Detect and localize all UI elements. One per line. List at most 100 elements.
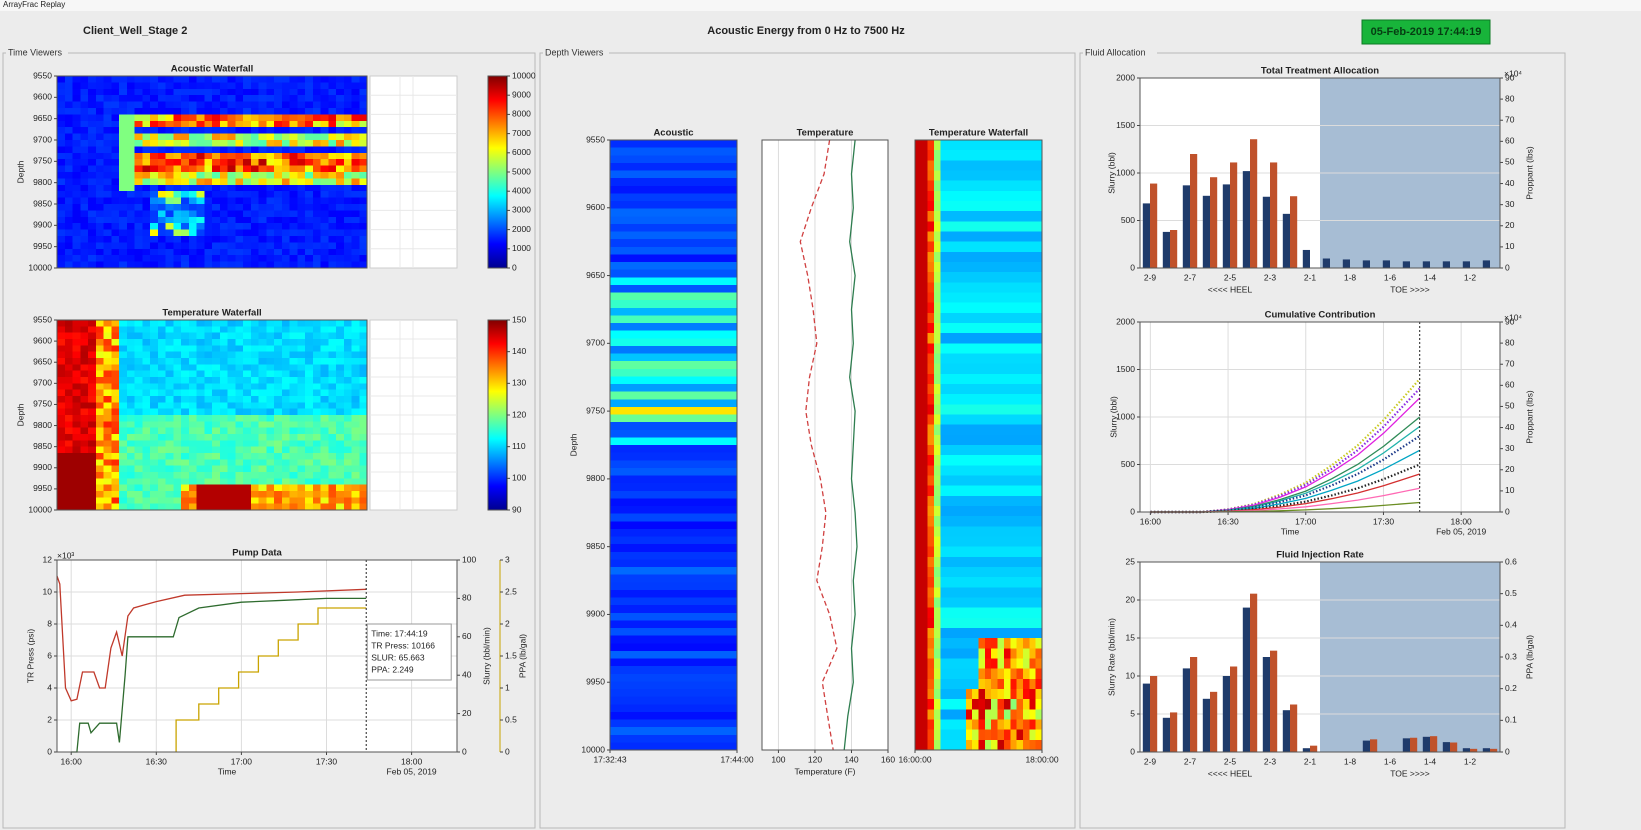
heatmap-cell (1010, 475, 1018, 487)
heatmap-cell (927, 709, 935, 721)
heatmap-cell (150, 197, 159, 205)
heatmap-cell (188, 440, 198, 448)
heatmap-cell (80, 389, 89, 397)
heatmap-cell (181, 248, 190, 256)
heatmap-cell (641, 521, 675, 530)
heatmap-cell (940, 617, 948, 629)
heatmap-cell (95, 95, 105, 103)
heatmap-cell (165, 172, 174, 179)
heatmap-cell (150, 465, 159, 473)
heatmap-cell (243, 396, 252, 403)
heatmap-cell (1016, 475, 1024, 487)
heatmap-cell (126, 465, 136, 473)
heatmap-cell (915, 678, 922, 690)
heatmap-cell (188, 191, 198, 199)
heatmap-cell (328, 465, 337, 473)
heatmap-cell (181, 389, 190, 397)
heatmap-cell (705, 262, 738, 271)
heatmap-cell (927, 495, 935, 507)
heatmap-cell (965, 140, 973, 151)
y-tick-label: 4 (47, 682, 52, 692)
heatmap-cell (88, 434, 97, 441)
heatmap-cell (336, 210, 345, 218)
bar (1402, 738, 1410, 752)
heatmap-cell (921, 424, 929, 436)
heatmap-cell (204, 140, 213, 147)
heatmap-cell (351, 261, 360, 269)
heatmap-cell (72, 320, 81, 327)
heatmap-cell (984, 404, 992, 416)
heatmap-cell (610, 353, 643, 362)
heatmap-cell (126, 108, 136, 115)
heatmap-cell (88, 216, 97, 224)
heatmap-cell (1035, 211, 1043, 222)
heatmap-cell (991, 404, 999, 416)
heatmap-cell (219, 503, 229, 511)
heatmap-cell (181, 503, 190, 511)
heatmap-cell (281, 108, 291, 115)
plot-bg (762, 140, 888, 750)
heatmap-cell (72, 108, 81, 115)
heatmap-cell (227, 197, 236, 205)
bar (1150, 676, 1158, 752)
heatmap-cell (953, 668, 961, 680)
heatmap-cell (1016, 241, 1024, 253)
heatmap-cell (328, 223, 337, 231)
heatmap-cell (1003, 689, 1011, 700)
heatmap-cell (88, 191, 97, 199)
heatmap-cell (673, 307, 706, 316)
heatmap-cell (705, 170, 738, 179)
heatmap-cell (196, 229, 205, 237)
heatmap-cell (258, 484, 267, 492)
heatmap-cell (88, 332, 97, 340)
heatmap-cell (312, 446, 322, 454)
heatmap-cell (274, 127, 283, 135)
heatmap-cell (921, 658, 929, 670)
heatmap-cell (1035, 190, 1043, 202)
heatmap-cell (88, 88, 97, 96)
heatmap-cell (258, 465, 267, 473)
heatmap-cell (274, 133, 283, 141)
y-tick-label: 9550 (586, 134, 605, 144)
heatmap-cell (705, 162, 738, 172)
heatmap-cell (610, 597, 643, 606)
heatmap-cell (940, 475, 948, 487)
heatmap-cell (57, 389, 66, 397)
heatmap-cell (88, 127, 97, 135)
heatmap-cell (204, 440, 213, 448)
heatmap-cell (673, 467, 706, 477)
bar (1170, 712, 1178, 752)
y-tick-label: 0 (1505, 262, 1510, 272)
heatmap-cell (343, 421, 353, 429)
heatmap-cell (64, 484, 74, 492)
heatmap-cell (953, 363, 961, 375)
heatmap-cell (150, 377, 159, 384)
heatmap-cell (959, 272, 967, 283)
heatmap-cell (991, 638, 999, 649)
heatmap-cell (181, 127, 190, 135)
heatmap-cell (959, 455, 967, 466)
heatmap-cell (1010, 648, 1018, 660)
heatmap-cell (336, 159, 345, 167)
heatmap-cell (921, 485, 929, 497)
heatmap-cell (281, 427, 291, 435)
heatmap-cell (1022, 475, 1030, 487)
heatmap-cell (142, 440, 151, 448)
heatmap-cell (258, 88, 267, 96)
heatmap-cell (64, 370, 74, 378)
heatmap-cell (57, 184, 66, 192)
heatmap-cell (250, 377, 260, 384)
heatmap-cell (258, 197, 267, 205)
heatmap-cell (235, 491, 244, 498)
heatmap-cell (297, 478, 306, 486)
heatmap-cell (258, 120, 267, 128)
heatmap-cell (274, 472, 283, 479)
heatmap-cell (258, 108, 267, 115)
heatmap-cell (281, 127, 291, 135)
heatmap-cell (165, 236, 174, 243)
bar (1310, 745, 1318, 752)
heatmap-cell (1003, 170, 1011, 182)
heatmap-cell (320, 491, 329, 498)
heatmap-cell (305, 114, 314, 122)
heatmap-cell (953, 455, 961, 466)
